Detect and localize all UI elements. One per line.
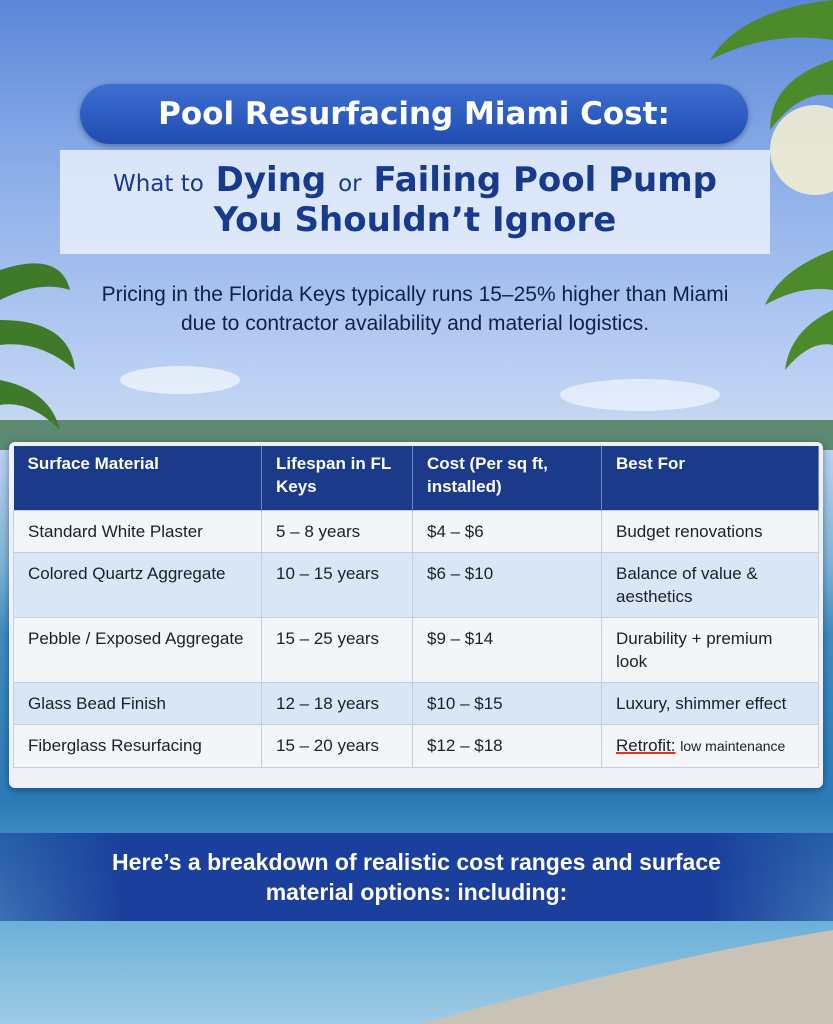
table-cell: $10 – $15 [412, 682, 602, 725]
intro-text: Pricing in the Florida Keys typically ru… [101, 283, 729, 335]
subtitle-emphasis: Failing Pool Pump [373, 160, 718, 200]
cloud [120, 366, 240, 394]
subtitle-joiner: or [338, 171, 362, 197]
table-cell: 15 – 25 years [261, 617, 413, 683]
column-header: Lifespan in FL Keys [261, 446, 413, 511]
pool-deck [420, 930, 833, 1024]
cloud [560, 379, 720, 411]
table-card: Surface Material Lifespan in FL Keys Cost … [9, 442, 823, 788]
subtitle-emphasis: Dying [215, 160, 327, 200]
table-cell: 15 – 20 years [261, 724, 413, 768]
table-cell: Budget renovations [601, 510, 819, 553]
cell-note: low maintenance [680, 738, 786, 754]
table-row: Glass Bead Finish 12 – 18 years $10 – $15 L… [13, 682, 819, 725]
column-header: Surface Material [13, 446, 262, 511]
table-cell: Standard White Plaster [13, 510, 262, 553]
table-row: Pebble / Exposed Aggregate 15 – 25 years $… [13, 617, 819, 683]
table-cell: $6 – $10 [412, 552, 602, 618]
header-row: Surface Material Lifespan in FL Keys Cost … [13, 446, 819, 511]
footer-text: Here’s a breakdown of realistic cost ran… [112, 849, 721, 905]
table-cell: 12 – 18 years [261, 682, 413, 725]
footer-banner: Here’s a breakdown of realistic cost ran… [0, 833, 833, 921]
flagged-text: Retrofit: [616, 736, 676, 755]
table-row: Standard White Plaster 5 – 8 years $4 – $6… [13, 510, 819, 553]
table-cell: Pebble / Exposed Aggregate [13, 617, 262, 683]
subtitle-line: What to Dying or Failing Pool Pump [60, 160, 770, 200]
sun [770, 105, 833, 195]
table-cell: Fiberglass Resurfacing [13, 724, 262, 768]
table-cell: Glass Bead Finish [13, 682, 262, 725]
title: Pool Resurfacing Miami Cost: [80, 84, 748, 144]
column-header: Cost (Per sq ft, installed) [412, 446, 602, 511]
column-header: Best For [601, 446, 819, 511]
subtitle: What to Dying or Failing Pool Pump You S… [60, 150, 770, 254]
cost-table: Surface Material Lifespan in FL Keys Cost … [13, 446, 819, 768]
subtitle-lead: What to [112, 171, 204, 197]
table-cell: Colored Quartz Aggregate [13, 552, 262, 618]
subtitle-line: You Shouldn’t Ignore [213, 200, 617, 240]
table-row: Fiberglass Resurfacing 15 – 20 years $12 –… [13, 724, 819, 768]
table-cell: 10 – 15 years [261, 552, 413, 618]
table-cell: 5 – 8 years [261, 510, 413, 553]
table-cell: Durability + premium look [601, 617, 819, 683]
table-cell: $9 – $14 [412, 617, 602, 683]
palm-left [0, 263, 75, 430]
table-cell: Balance of value & aesthetics [601, 552, 819, 618]
table-cell: Retrofit: low maintenance [601, 724, 819, 768]
table-cell: $12 – $18 [412, 724, 602, 768]
table-body: Standard White Plaster 5 – 8 years $4 – $6… [13, 510, 819, 768]
table-row: Colored Quartz Aggregate 10 – 15 years $6 … [13, 552, 819, 618]
table-cell: $4 – $6 [412, 510, 602, 553]
table-cell: Luxury, shimmer effect [601, 682, 819, 725]
palm-right [710, 0, 833, 370]
